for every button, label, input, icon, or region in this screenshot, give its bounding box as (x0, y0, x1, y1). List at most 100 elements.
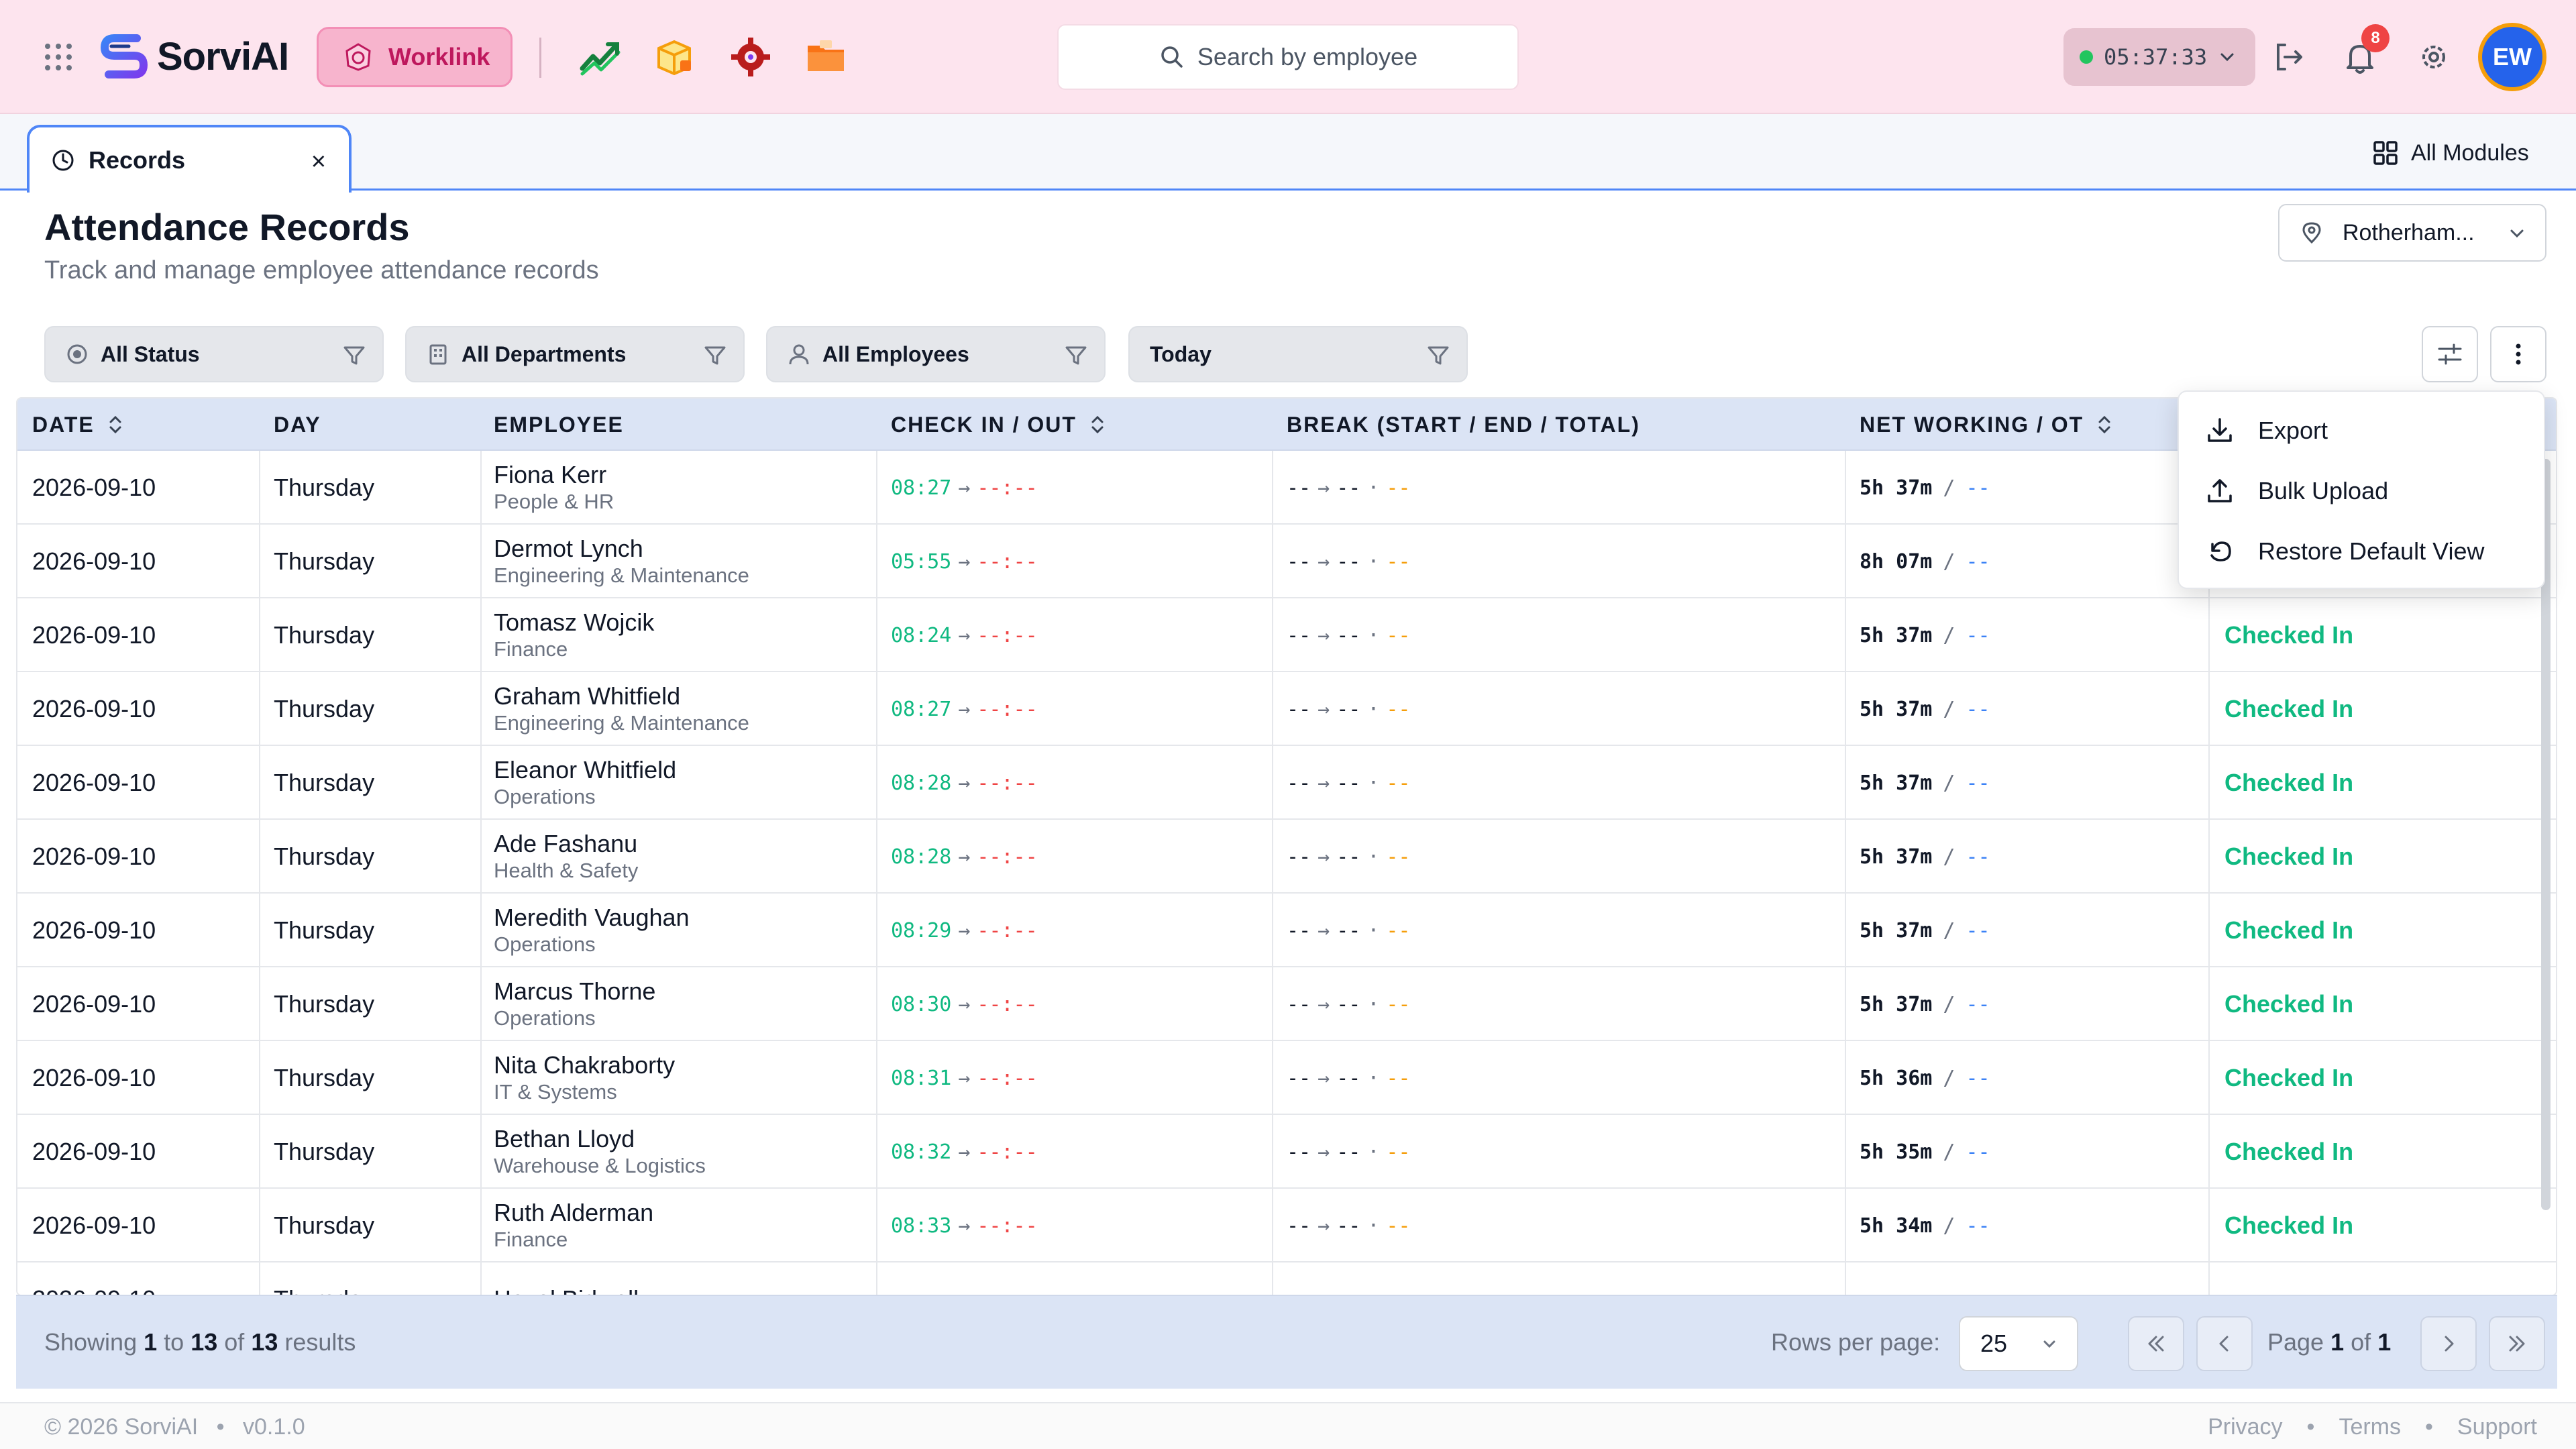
break-start: -- (1287, 476, 1311, 500)
column-break-label: BREAK (START / END / TOTAL) (1287, 412, 1640, 437)
cell-check-in-out: 08:28 → --:-- (891, 746, 1038, 820)
cell-check-in-out: 08:29 → --:-- (891, 894, 1038, 967)
footer-link-privacy[interactable]: Privacy (2208, 1414, 2283, 1440)
overtime: -- (1966, 1140, 1990, 1164)
check-out-time: --:-- (977, 623, 1038, 647)
table-row[interactable]: 2026-09-10 Thursday Marcus Thorne Operation… (17, 967, 2556, 1041)
gear-app-icon[interactable] (727, 34, 774, 80)
table-row[interactable]: 2026-09-10 Thursday Bethan Lloyd Warehouse … (17, 1115, 2556, 1189)
arrow-icon: → (958, 623, 971, 647)
all-modules-button[interactable]: All Modules (2372, 134, 2529, 172)
chevrons-right-icon (2509, 1336, 2525, 1352)
column-divider (876, 1189, 877, 1261)
cell-date: 2026-09-10 (32, 1064, 156, 1091)
overtime: -- (1966, 476, 1990, 500)
location-select[interactable]: Rotherham... (2278, 204, 2546, 262)
column-divider (2208, 1115, 2210, 1187)
search-placeholder: Search by employee (1197, 43, 1418, 70)
footer-link-support[interactable]: Support (2457, 1414, 2537, 1440)
cell-status: Checked In (2224, 916, 2354, 944)
cell-day: Thursday (274, 1212, 375, 1239)
cell-date: 2026-09-10 (32, 1212, 156, 1239)
footer-link-terms[interactable]: Terms (2339, 1414, 2401, 1440)
column-divider (480, 672, 482, 745)
bell-icon[interactable] (2341, 38, 2379, 76)
table-row[interactable]: 2026-09-10 Thursday Fiona Kerr People & HR 0… (17, 451, 2556, 525)
worklink-module-button[interactable]: Worklink (317, 27, 513, 87)
employee-department: Engineering & Maintenance (494, 564, 749, 587)
chart-app-icon[interactable] (577, 34, 624, 80)
date-filter[interactable]: Today (1128, 326, 1468, 382)
more-options-button[interactable] (2490, 326, 2546, 382)
break-end: -- (1336, 476, 1361, 500)
chevrons-left-icon (2148, 1336, 2164, 1352)
column-employee: EMPLOYEE (494, 398, 624, 451)
rows-per-page-select[interactable]: 25 (1959, 1316, 2078, 1371)
top-bar: SorviAI Worklink (0, 0, 2576, 114)
table-row[interactable]: 2026-09-10 Thursday Meredith Vaughan Operat… (17, 894, 2556, 967)
column-divider (1272, 672, 1273, 745)
status-filter[interactable]: All Status (44, 326, 384, 382)
table-row[interactable]: 2026-09-10 Thursday Ruth Alderman Finance 08… (17, 1189, 2556, 1263)
overtime: -- (1966, 1214, 1990, 1238)
table-row[interactable]: 2026-09-10 Thursday Tomasz Wojcik Finance 08… (17, 598, 2556, 672)
cell-net-working: 5h 37m / -- (1860, 451, 1990, 525)
cell-net-working: 5h 36m / -- (1860, 1041, 1990, 1115)
first-page-button[interactable] (2128, 1316, 2184, 1371)
menu-item-restore-default-view[interactable]: Restore Default View (2204, 530, 2485, 573)
column-divider (876, 1115, 877, 1187)
table-row[interactable]: 2026-09-10 Thursday Nita Chakraborty IT & S… (17, 1041, 2556, 1115)
logout-icon[interactable] (2270, 38, 2308, 76)
column-divider (1272, 1189, 1273, 1261)
break-end: -- (1336, 623, 1361, 647)
separator-dot: · (1367, 992, 1380, 1016)
box-app-icon[interactable] (651, 34, 698, 80)
cell-break: -- → -- · -- (1287, 1189, 1411, 1263)
column-net-working[interactable]: NET WORKING / OT (1860, 398, 2113, 451)
check-in-time: 08:29 (891, 918, 952, 943)
session-timer[interactable]: 05:37:33 (2063, 28, 2255, 86)
menu-item-bulk-upload[interactable]: Bulk Upload (2204, 470, 2388, 513)
status-filter-label: All Status (101, 341, 200, 366)
column-date[interactable]: DATE (32, 398, 124, 451)
separator-dot: · (1367, 845, 1380, 869)
column-divider (876, 525, 877, 597)
column-settings-button[interactable] (2422, 326, 2478, 382)
user-avatar[interactable]: EW (2478, 23, 2546, 91)
brand-logo[interactable]: SorviAI (99, 30, 289, 83)
settings-icon[interactable] (2415, 38, 2453, 76)
table-row[interactable]: 2026-09-10 Thursday Dermot Lynch Engineerin… (17, 525, 2556, 598)
column-divider (480, 967, 482, 1040)
previous-page-button[interactable] (2196, 1316, 2253, 1371)
table-scrollbar[interactable] (2541, 459, 2551, 1210)
arrow-icon: → (958, 845, 971, 869)
column-divider (259, 894, 260, 966)
employee-search-input[interactable]: Search by employee (1057, 24, 1519, 90)
next-page-button[interactable] (2420, 1316, 2477, 1371)
cell-date: 2026-09-10 (32, 916, 156, 944)
cell-check-in-out: 08:24 → --:-- (891, 598, 1038, 672)
table-row[interactable]: 2026-09-10 Thursday Hazel Bidwell (17, 1263, 2556, 1295)
employees-filter[interactable]: All Employees (766, 326, 1106, 382)
tab-records[interactable]: Records × (27, 125, 352, 193)
last-page-button[interactable] (2489, 1316, 2545, 1371)
column-divider (1845, 672, 1846, 745)
folder-app-icon[interactable] (802, 34, 849, 80)
close-icon[interactable]: × (311, 148, 326, 176)
cell-check-in-out: 08:33 → --:-- (891, 1189, 1038, 1263)
table-row[interactable]: 2026-09-10 Thursday Graham Whitfield Engine… (17, 672, 2556, 746)
menu-restore-label: Restore Default View (2258, 537, 2485, 565)
slash-separator: / (1943, 1140, 1955, 1164)
cell-break: -- → -- · -- (1287, 672, 1411, 746)
column-check-in-out[interactable]: CHECK IN / OUT (891, 398, 1106, 451)
employee-name: Tomasz Wojcik (494, 608, 655, 636)
departments-filter[interactable]: All Departments (405, 326, 745, 382)
arrow-icon: → (1318, 476, 1330, 500)
break-start: -- (1287, 623, 1311, 647)
menu-item-export[interactable]: Export (2204, 409, 2328, 452)
table-row[interactable]: 2026-09-10 Thursday Eleanor Whitfield Opera… (17, 746, 2556, 820)
overtime: -- (1966, 697, 1990, 721)
grid-icon[interactable] (43, 42, 74, 72)
employees-filter-label: All Employees (822, 341, 969, 366)
table-row[interactable]: 2026-09-10 Thursday Ade Fashanu Health & Sa… (17, 820, 2556, 894)
